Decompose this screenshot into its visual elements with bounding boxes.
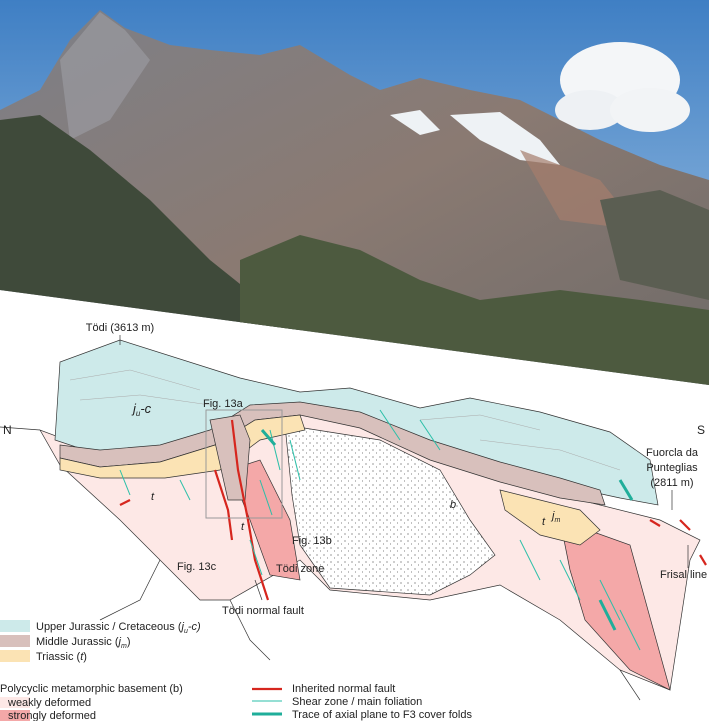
legend-label: weakly deformed: [7, 697, 91, 709]
legend-swatch: [0, 620, 30, 632]
legend-swatch: [0, 697, 30, 708]
legend-label: Triassic (t): [36, 651, 87, 663]
legend-label: Trace of axial plane to F3 cover folds: [292, 709, 472, 721]
legend-swatch: [0, 650, 30, 662]
legend-label: Shear zone / main foliation: [292, 696, 422, 708]
legend-label: strongly deformed: [8, 710, 96, 721]
pass-label: Fuorcla da: [646, 447, 699, 459]
peak-label: Tödi (3613 m): [86, 322, 154, 334]
unit-label: t: [151, 491, 155, 503]
cross-section: [0, 335, 707, 701]
fault-label: Tödi normal fault: [222, 605, 304, 617]
legend: Upper Jurassic / Cretaceous (ju-c) Middl…: [0, 620, 472, 722]
sketch-labels: Tödi (3613 m) N S ju-c jm Fig. 13a Fig. …: [3, 322, 707, 617]
legend-label: Inherited normal fault: [292, 683, 395, 695]
legend-swatch: [0, 710, 30, 721]
unit-label: b: [450, 499, 456, 511]
fig-label: Fig. 13b: [292, 535, 332, 547]
fig-label: Fig. 13a: [203, 398, 244, 410]
photo: [0, 0, 709, 385]
zone-label: Tödi zone: [276, 563, 324, 575]
unit-label: t: [241, 521, 245, 533]
pass-label: Punteglias: [646, 462, 698, 474]
legend-swatch: [0, 635, 30, 647]
legend-label: Upper Jurassic / Cretaceous (ju-c): [36, 621, 201, 635]
legend-label: Middle Jurassic (jm): [36, 636, 131, 650]
unit-label: ju-c: [131, 401, 152, 418]
pass-label: (2811 m): [650, 477, 693, 489]
legend-title: Polycyclic metamorphic basement (b): [0, 683, 183, 695]
fig-label: Fig. 13c: [177, 561, 217, 573]
north-label: N: [3, 423, 12, 437]
unit-label: jm: [550, 510, 560, 524]
south-label: S: [697, 423, 705, 437]
fault-label: Frisal line: [660, 569, 707, 581]
unit-label: t: [542, 516, 546, 528]
